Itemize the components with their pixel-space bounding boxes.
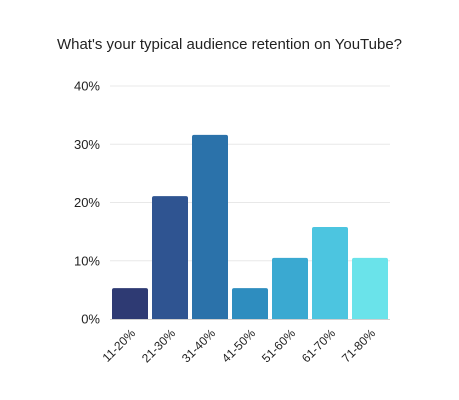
bar-61-70% xyxy=(312,226,348,319)
bar-11-20% xyxy=(112,288,148,319)
y-tick-label: 40% xyxy=(74,79,100,94)
x-tick-label: 11-20% xyxy=(100,326,139,365)
bars-layer xyxy=(112,134,388,319)
bar-21-30% xyxy=(152,196,188,319)
x-axis-ticks: 11-20% 21-30% 31-40% 41-50% 51-60% 61-70% 71-8… xyxy=(100,326,379,365)
x-tick-label: 71-80% xyxy=(339,326,378,365)
x-tick-label: 31-40% xyxy=(179,326,218,365)
y-tick-label: 0% xyxy=(81,312,100,327)
bar-51-60% xyxy=(272,257,308,319)
y-tick-label: 10% xyxy=(74,253,100,268)
x-tick-label: 21-30% xyxy=(139,326,178,365)
y-axis-ticks: 0% 10% 20% 30% 40% xyxy=(74,79,100,327)
y-tick-label: 20% xyxy=(74,195,100,210)
x-tick-label: 61-70% xyxy=(299,326,338,365)
bar-31-40% xyxy=(192,134,228,319)
y-tick-label: 30% xyxy=(74,137,100,152)
bar-41-50% xyxy=(232,288,268,319)
x-tick-label: 51-60% xyxy=(259,326,298,365)
chart-title: What's your typical audience retention o… xyxy=(57,36,402,53)
bar-71-80% xyxy=(352,257,388,319)
x-tick-label: 41-50% xyxy=(219,326,258,365)
